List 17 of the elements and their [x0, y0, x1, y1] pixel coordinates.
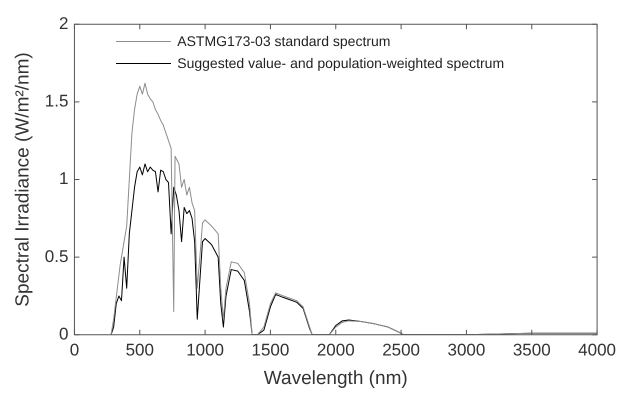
y-axis-title: Spectral Irradiance (W/m²/nm): [12, 52, 34, 307]
x-tick-label: 1500: [252, 340, 290, 360]
y-tick-label: 2: [58, 14, 68, 33]
x-tick-label: 2500: [382, 340, 420, 360]
x-tick-label: 4000: [578, 340, 616, 360]
x-tick-label: 3000: [448, 340, 486, 360]
y-tick-label: 1.5: [44, 92, 68, 111]
x-tick-label: 3500: [512, 340, 551, 360]
x-tick-label: 1000: [186, 340, 224, 360]
x-tick-label: 500: [126, 340, 154, 360]
y-tick-label: 1: [58, 169, 68, 188]
y-tick-label: 0: [58, 324, 68, 344]
legend-label: Suggested value- and population-weighted spectrum: [177, 54, 504, 74]
x-tick-label: 2000: [316, 340, 355, 360]
legend-label: ASTMG173-03 standard spectrum: [177, 32, 390, 52]
x-axis-title: Wavelength (nm): [264, 368, 408, 389]
y-tick-label: 0.5: [44, 246, 68, 266]
